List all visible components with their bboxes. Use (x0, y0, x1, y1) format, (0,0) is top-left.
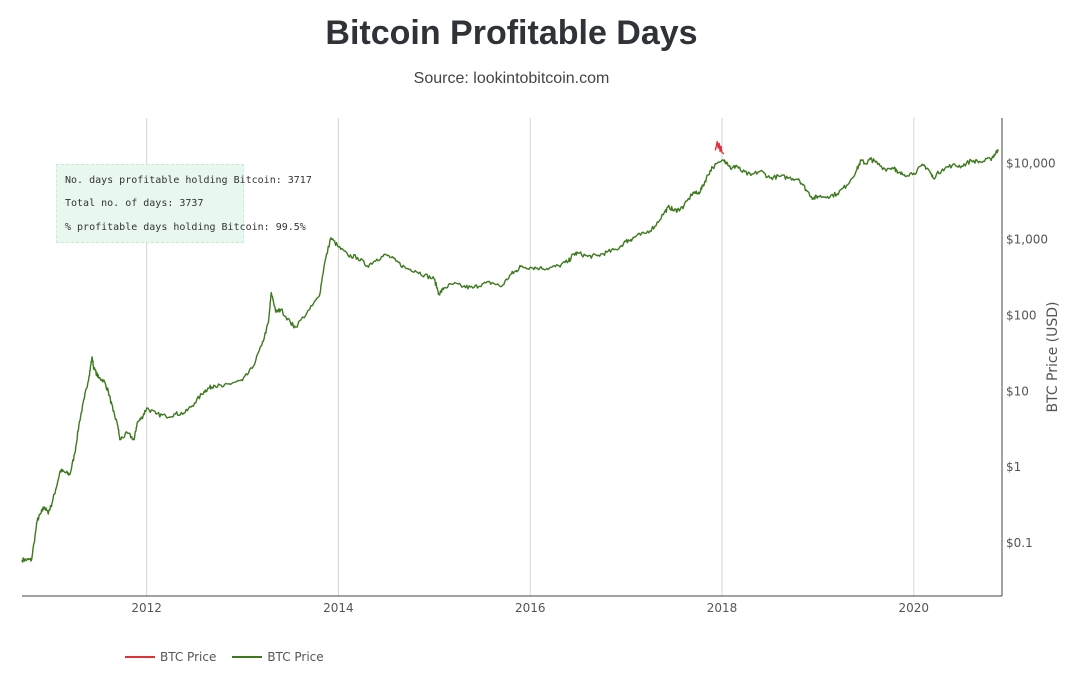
stats-box: No. days profitable holding Bitcoin: 371… (56, 164, 312, 243)
stat-total-days: Total no. of days: 3737 (65, 198, 204, 209)
grid-lines (146, 118, 915, 596)
y-tick-label: $1 (1006, 460, 1021, 474)
y-tick-label: $100 (1006, 308, 1037, 322)
x-tick-label: 2016 (515, 601, 546, 615)
series-layer (21, 141, 999, 563)
legend: BTC Price BTC Price (125, 650, 340, 664)
x-tick-label: 2014 (323, 601, 354, 615)
y-tick-label: $10 (1006, 384, 1029, 398)
legend-swatch-green (232, 656, 263, 658)
legend-swatch-red (125, 656, 155, 658)
y-axis-title: BTC Price (USD) (1045, 301, 1061, 412)
x-tick-label: 2012 (131, 601, 162, 615)
axes: 2012 2014 2016 2018 2020 $0.1 $1 $10 $100 $1,000 $… (22, 118, 1061, 615)
page-subtitle: Source: lookintobitcoin.com (413, 70, 610, 87)
series-line-red[interactable] (714, 141, 725, 155)
y-tick-label: $10,000 (1006, 157, 1056, 171)
legend-item-red[interactable]: BTC Price (125, 650, 216, 664)
stat-percent-profitable: % profitable days holding Bitcoin: 99.5% (65, 222, 306, 233)
stat-days-profitable: No. days profitable holding Bitcoin: 371… (65, 175, 312, 186)
x-tick-label: 2018 (707, 601, 738, 615)
y-tick-label: $0.1 (1006, 536, 1033, 550)
legend-label-red: BTC Price (160, 650, 217, 664)
y-tick-label: $1,000 (1006, 233, 1048, 247)
page-title: Bitcoin Profitable Days (325, 14, 698, 52)
x-tick-label: 2020 (899, 601, 930, 615)
legend-item-green[interactable]: BTC Price (232, 650, 324, 664)
legend-label-green: BTC Price (267, 650, 324, 664)
series-line-green[interactable] (21, 149, 999, 563)
